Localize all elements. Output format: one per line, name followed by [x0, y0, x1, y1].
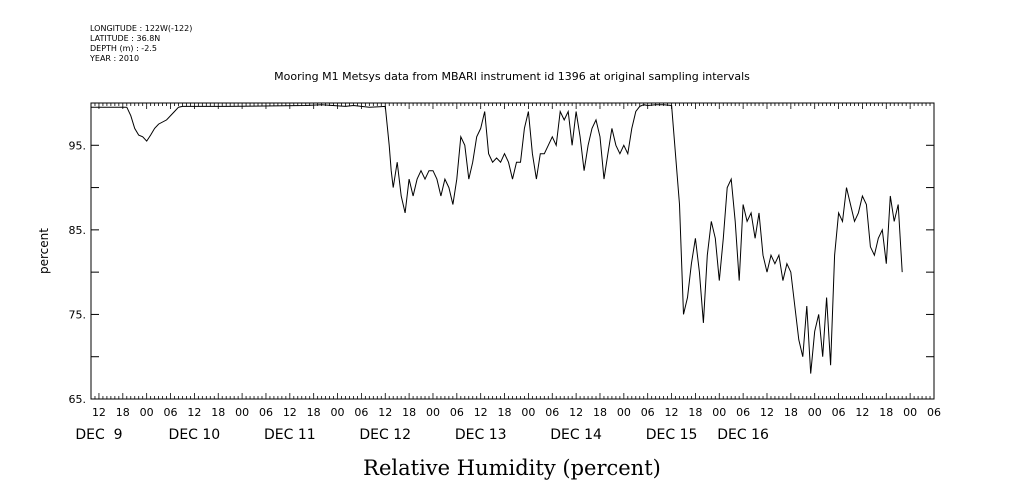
x-hour-label-20: 12: [569, 406, 583, 419]
x-hour-label-6: 00: [235, 406, 249, 419]
x-day-label-2: DEC 11: [264, 427, 316, 443]
plot-frame: [90, 102, 935, 400]
x-axis-minor-ticks: [90, 103, 935, 399]
x-axis-label: Relative Humidity (percent): [363, 456, 661, 480]
year-label: YEAR : 2010: [89, 54, 139, 63]
x-day-label-5: DEC 14: [550, 427, 602, 443]
x-hour-label-17: 18: [498, 406, 512, 419]
x-hour-label-15: 06: [450, 406, 464, 419]
chart-title: Mooring M1 Metsys data from MBARI instru…: [274, 70, 750, 83]
x-hour-label-11: 06: [354, 406, 368, 419]
x-hour-label-28: 12: [760, 406, 774, 419]
x-hour-label-10: 00: [331, 406, 345, 419]
x-hour-label-19: 06: [545, 406, 559, 419]
x-day-label-4: DEC 13: [455, 427, 507, 443]
y-tick-label-0: 65.: [69, 393, 87, 406]
x-hour-label-27: 06: [736, 406, 750, 419]
x-hour-label-22: 00: [617, 406, 631, 419]
x-hour-label-8: 12: [283, 406, 297, 419]
x-hour-label-31: 06: [832, 406, 846, 419]
x-hour-label-18: 00: [521, 406, 535, 419]
x-day-label-7: DEC 16: [717, 427, 769, 443]
x-hour-label-32: 12: [855, 406, 869, 419]
x-hour-label-1: 18: [116, 406, 130, 419]
x-hour-label-34: 00: [903, 406, 917, 419]
y-tick-label-3: 95.: [69, 139, 87, 152]
depth-label: DEPTH (m) : -2.5: [90, 44, 157, 53]
x-hour-label-26: 00: [712, 406, 726, 419]
x-hour-label-12: 12: [378, 406, 392, 419]
x-day-label-0: DEC 9: [75, 427, 122, 443]
x-hour-label-33: 18: [879, 406, 893, 419]
x-axis-ticks: 12 18 00 06 12 18 00 06 12 18 00 06 12 18 00 06 12 18 00 06…: [75, 406, 941, 443]
x-hour-label-3: 06: [164, 406, 178, 419]
x-hour-label-7: 06: [259, 406, 273, 419]
x-day-label-1: DEC 10: [169, 427, 221, 443]
x-hour-label-14: 00: [426, 406, 440, 419]
x-day-label-3: DEC 12: [359, 427, 411, 443]
x-hour-label-0: 12: [92, 406, 106, 419]
y-axis-label: percent: [37, 228, 51, 274]
x-hour-label-2: 00: [140, 406, 154, 419]
longitude-label: LONGITUDE : 122W(-122): [90, 24, 192, 33]
x-day-label-6: DEC 15: [646, 427, 698, 443]
x-hour-label-5: 18: [211, 406, 225, 419]
x-hour-label-30: 00: [808, 406, 822, 419]
series-line-relative-humidity: [91, 104, 903, 374]
x-hour-label-13: 18: [402, 406, 416, 419]
y-tick-label-2: 85.: [69, 224, 87, 237]
x-hour-label-29: 18: [784, 406, 798, 419]
y-axis-ticks: 65. 75. 85. 95.: [69, 102, 934, 406]
y-tick-label-1: 75.: [69, 308, 87, 321]
x-hour-label-16: 12: [474, 406, 488, 419]
x-hour-label-35: 06: [927, 406, 941, 419]
latitude-label: LATITUDE : 36.8N: [90, 34, 160, 43]
x-hour-label-23: 06: [641, 406, 655, 419]
x-hour-label-25: 18: [688, 406, 702, 419]
x-hour-label-24: 12: [665, 406, 679, 419]
x-hour-label-4: 12: [187, 406, 201, 419]
x-hour-label-9: 18: [307, 406, 321, 419]
x-hour-label-21: 18: [593, 406, 607, 419]
